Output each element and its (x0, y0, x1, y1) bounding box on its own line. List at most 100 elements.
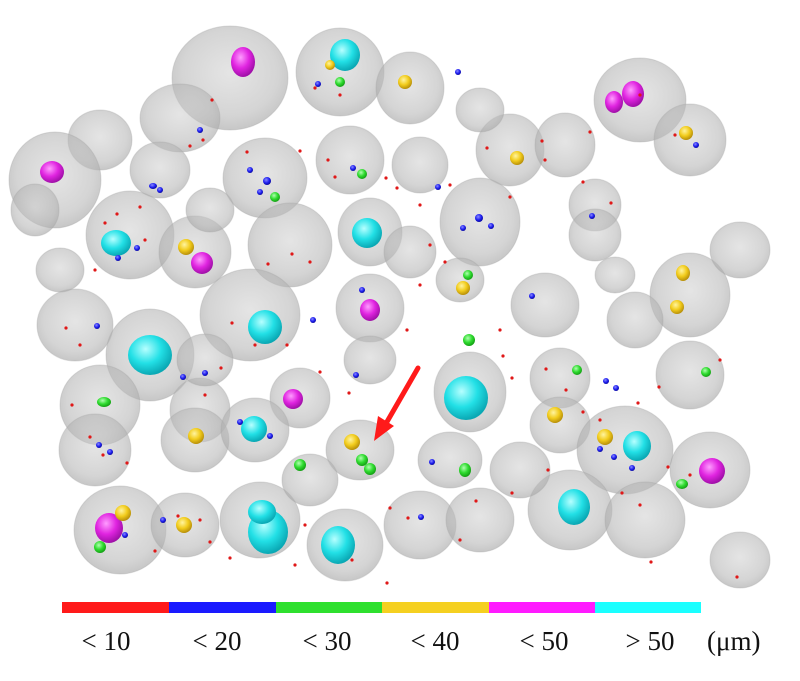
cyan-particle-7 (241, 416, 267, 442)
magenta-particle-2 (40, 161, 64, 183)
green-particle-9 (356, 454, 368, 466)
red-particle-65 (638, 503, 642, 507)
red-particle-36 (443, 260, 447, 264)
yellow-particle-13 (176, 517, 192, 533)
cyan-particle-4 (248, 310, 282, 344)
cell-42 (417, 431, 483, 489)
yellow-particle-10 (547, 407, 563, 423)
blue-particle-24 (237, 419, 243, 425)
cell-38 (58, 413, 132, 487)
red-particle-25 (266, 262, 270, 266)
color-bar-magenta (489, 602, 595, 613)
blue-particle-27 (96, 442, 102, 448)
red-particle-3 (210, 98, 214, 102)
red-particle-58 (388, 506, 392, 510)
cell-21 (439, 177, 521, 267)
red-particle-10 (384, 176, 388, 180)
blue-particle-26 (107, 449, 113, 455)
blue-particle-10 (435, 184, 441, 190)
legend-label-lt40: < 40 (410, 626, 460, 656)
green-particle-11 (459, 463, 471, 477)
blue-particle-25 (267, 433, 273, 439)
cell-22 (568, 208, 622, 262)
red-particle-28 (285, 343, 289, 347)
red-particle-29 (219, 366, 223, 370)
blue-particle-2 (315, 81, 321, 87)
green-particle-2 (270, 192, 280, 202)
cyan-particle-5 (128, 335, 172, 375)
blue-particle-18 (94, 323, 100, 329)
color-bar-blue (169, 602, 276, 613)
red-particle-71 (153, 549, 157, 553)
cyan-particle-6 (444, 376, 488, 420)
color-bar-red (62, 602, 169, 613)
red-particle-55 (208, 540, 212, 544)
red-particle-60 (458, 538, 462, 542)
red-particle-26 (230, 321, 234, 325)
red-particle-57 (303, 523, 307, 527)
red-particle-1 (313, 86, 317, 90)
cell-51 (445, 487, 515, 553)
yellow-particle-7 (670, 300, 684, 314)
red-particle-13 (418, 203, 422, 207)
red-particle-42 (581, 410, 585, 414)
cell-18 (247, 202, 333, 288)
red-particle-43 (636, 401, 640, 405)
red-particle-2 (338, 93, 342, 97)
red-particle-14 (485, 146, 489, 150)
red-particle-40 (544, 367, 548, 371)
cell-16 (85, 190, 175, 280)
yellow-particle-5 (456, 281, 470, 295)
blue-particle-22 (603, 378, 609, 384)
cell-9 (315, 125, 385, 195)
blue-particle-17 (529, 293, 535, 299)
yellow-particle-8 (188, 428, 204, 444)
red-particle-39 (510, 376, 514, 380)
cell-5 (139, 83, 221, 153)
magenta-particle-5 (283, 389, 303, 409)
cell-20 (383, 225, 437, 279)
blue-particle-35 (589, 213, 595, 219)
red-particle-68 (293, 563, 297, 567)
red-particle-17 (609, 201, 613, 205)
cell-53 (604, 481, 686, 559)
red-particle-37 (498, 328, 502, 332)
green-particle-1 (357, 169, 367, 179)
cell-12 (534, 112, 596, 178)
magenta-particle-6 (605, 91, 623, 113)
red-particle-19 (115, 212, 119, 216)
green-particle-14 (335, 77, 345, 87)
blue-particle-34 (611, 454, 617, 460)
red-particle-63 (546, 468, 550, 472)
red-particle-11 (395, 186, 399, 190)
red-particle-6 (245, 150, 249, 154)
legend-label-lt50: < 50 (519, 626, 569, 656)
red-particle-64 (620, 491, 624, 495)
cell-28 (435, 257, 485, 303)
magenta-particle-9 (95, 513, 123, 543)
blue-particle-36 (693, 142, 699, 148)
red-particle-59 (406, 516, 410, 520)
cell-24 (36, 288, 114, 362)
yellow-particle-12 (115, 505, 131, 521)
red-particle-69 (350, 558, 354, 562)
blue-particle-28 (429, 459, 435, 465)
red-particle-23 (290, 252, 294, 256)
red-particle-76 (543, 158, 547, 162)
red-particle-75 (540, 139, 544, 143)
blue-particle-5 (157, 187, 163, 193)
yellow-particle-1 (398, 75, 412, 89)
red-particle-18 (138, 205, 142, 209)
cell-15 (129, 141, 191, 199)
red-particle-46 (688, 473, 692, 477)
cell-57 (35, 247, 85, 293)
yellow-particle-9 (344, 434, 360, 450)
cell-54 (281, 453, 339, 507)
red-particle-61 (474, 499, 478, 503)
red-particle-5 (188, 144, 192, 148)
red-particle-22 (143, 238, 147, 242)
magenta-particle-7 (622, 81, 644, 107)
red-particle-77 (598, 418, 602, 422)
yellow-particle-6 (676, 265, 690, 281)
cyan-particle-9 (558, 489, 590, 525)
